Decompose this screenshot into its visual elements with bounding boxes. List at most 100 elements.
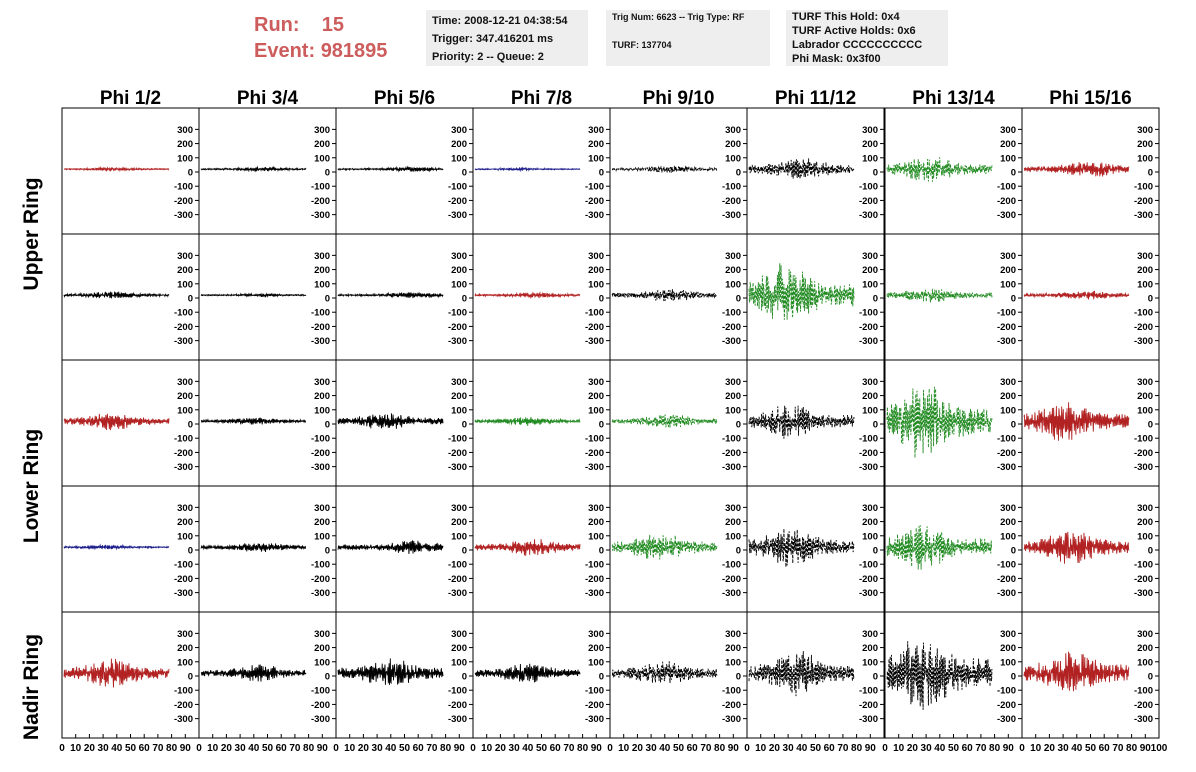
y-tick-label: 200 [177,517,193,528]
x-tick-label: 40 [385,743,397,754]
y-tick-label: 0 [599,672,604,683]
y-tick-label: 0 [1148,294,1153,305]
x-tick-label: 40 [1071,743,1083,754]
y-tick-label: 0 [325,672,330,683]
y-tick-label: 0 [1011,672,1016,683]
column-title: Phi 13/14 [912,88,995,109]
waveform-panel: 300 200 100 0 -100 -200 -300 [746,107,885,235]
x-tick-label: 70 [426,743,438,754]
waveform-panel: 300 200 100 0 -100 -200 -300 [609,359,748,487]
waveform-panel: 300 200 100 0 -100 -200 -300 [61,359,200,487]
y-tick-label: -100 [448,686,467,697]
waveform-trace [474,539,581,556]
x-tick-label: 90 [591,743,603,754]
y-tick-label: 0 [599,420,604,431]
y-tick-label: -200 [997,700,1016,711]
y-tick-label: -100 [1134,686,1153,697]
x-tick-label: 10 [207,743,219,754]
y-tick-label: 100 [1137,279,1153,290]
x-tick-label: 0 [882,743,888,754]
y-tick-label: -300 [859,210,878,221]
x-tick-label: 70 [289,743,301,754]
waveform-trace [200,543,307,553]
y-tick-label: 300 [588,629,604,640]
y-tick-label: 0 [462,546,467,557]
x-tick-label: 70 [563,743,575,754]
waveform-trace [1023,162,1130,177]
run-row: Run: 15 [254,12,387,38]
y-tick-label: -100 [174,560,193,571]
y-tick-label: 100 [1000,405,1016,416]
y-tick-label: 200 [588,391,604,402]
waveform-trace [748,528,855,568]
waveform-panel: 300 200 100 0 -100 -200 -300 [472,107,611,235]
y-tick-label: 200 [177,265,193,276]
y-tick-label: 300 [314,377,330,388]
y-tick-label: 200 [1137,517,1153,528]
y-tick-label: -100 [1134,434,1153,445]
y-tick-label: -200 [585,574,604,585]
y-tick-label: -100 [722,308,741,319]
x-tick-label: 0 [470,743,476,754]
waveform-panel: 300 200 100 0 -100 -200 -300 [335,359,474,487]
y-tick-label: 300 [725,377,741,388]
y-tick-label: 200 [1000,391,1016,402]
x-tick-label: 40 [522,743,534,754]
waveform-panel: 300 200 100 0 -100 -200 -300 [61,485,200,613]
waveform-panel: 300 200 100 0 -100 -200 -300 [884,611,1023,739]
y-tick-label: -200 [859,448,878,459]
y-tick-label: 300 [177,125,193,136]
x-tick-label: 20 [221,743,233,754]
column-title: Phi 5/6 [374,88,435,109]
x-tick-label: 10 [1030,743,1042,754]
x-tick-label: 30 [783,743,795,754]
waveform-trace [474,291,581,300]
y-tick-label: -300 [585,336,604,347]
waveform-panel: 300 200 100 0 -100 -200 -300 [61,611,200,739]
y-tick-label: -100 [859,686,878,697]
x-tick-label: 60 [1099,743,1111,754]
y-tick-label: 300 [862,251,878,262]
waveform-trace [200,664,307,682]
y-tick-label: 0 [599,294,604,305]
y-tick-label: 0 [1011,546,1016,557]
y-tick-label: 200 [1000,517,1016,528]
y-tick-label: -100 [997,434,1016,445]
y-tick-label: -200 [722,700,741,711]
y-tick-label: 300 [177,377,193,388]
labrador-line: Labrador CCCCCCCCCC [792,39,923,51]
y-tick-label: 100 [588,531,604,542]
waveform-trace [1023,402,1130,441]
waveform-trace [748,651,855,697]
y-tick-label: 200 [588,517,604,528]
y-tick-label: -100 [722,182,741,193]
x-tick-label: 50 [673,743,685,754]
y-tick-label: -300 [448,336,467,347]
x-axis: 0 10 20 30 40 50 60 70 80 90 0 10 20 30 40 50 60 70 80 90 0 1… [59,734,1168,754]
y-tick-label: -300 [1134,462,1153,473]
waveform-panel: 300 200 100 0 -100 -200 -300 [335,107,474,235]
x-tick-label: 50 [1085,743,1097,754]
x-tick-label: 30 [509,743,521,754]
y-tick-label: -200 [722,448,741,459]
y-tick-label: -100 [174,686,193,697]
waveform-trace [748,405,855,439]
waveform-panel: 300 200 100 0 -100 -200 -300 [884,485,1023,613]
x-tick-label: 40 [796,743,808,754]
y-tick-label: 0 [736,294,741,305]
y-tick-label: 300 [451,251,467,262]
y-tick-label: -200 [174,574,193,585]
y-tick-label: 200 [451,643,467,654]
waveform-panel: 300 200 100 0 -100 -200 -300 [335,611,474,739]
y-tick-label: 200 [588,265,604,276]
column-title: Phi 7/8 [511,88,572,109]
x-tick-label: 10 [618,743,630,754]
y-tick-label: 0 [873,294,878,305]
y-tick-label: 0 [1148,420,1153,431]
trig-num-line: Trig Num: 6623 -- Trig Type: RF [612,12,745,22]
y-tick-label: 200 [451,265,467,276]
y-tick-label: -300 [1134,336,1153,347]
y-tick-label: -300 [174,210,193,221]
waveform-panel: 300 200 100 0 -100 -200 -300 [1021,485,1160,613]
y-tick-label: 0 [1148,546,1153,557]
